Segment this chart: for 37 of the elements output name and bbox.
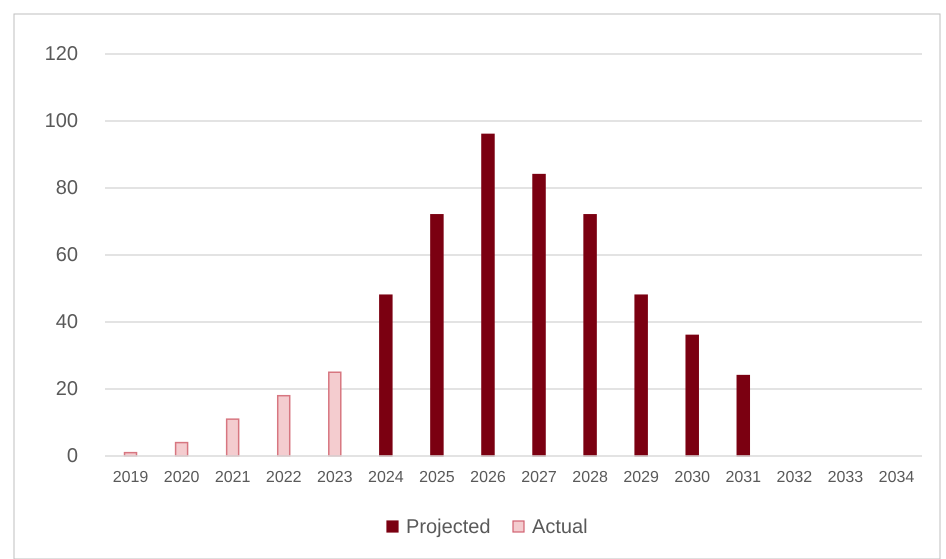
bar: [226, 418, 240, 457]
x-tick-label: 2028: [572, 469, 608, 486]
x-tick-label: 2023: [316, 469, 353, 486]
y-tick-label: 60: [56, 244, 78, 266]
y-tick-label: 120: [44, 43, 78, 65]
x-tick-label: 2026: [470, 469, 506, 486]
bar: [481, 134, 495, 457]
x-tick-label: 2024: [368, 469, 404, 486]
x-tick-label: 2034: [878, 469, 914, 486]
x-tick-label: 2022: [266, 469, 302, 486]
bar: [276, 394, 290, 457]
bar: [736, 374, 750, 457]
bar: [174, 442, 188, 457]
y-tick-label: 0: [66, 445, 78, 467]
x-tick-label: 2029: [623, 469, 660, 486]
bar: [634, 294, 648, 457]
bar: [430, 214, 444, 457]
y-tick-label: 80: [56, 177, 78, 199]
x-tick-label: 2030: [674, 469, 710, 486]
legend-label: Projected: [406, 516, 490, 538]
x-tick-label: 2025: [419, 469, 455, 486]
bar: [685, 334, 699, 457]
y-tick-label: 40: [56, 311, 78, 333]
x-tick-label: 2033: [828, 469, 864, 486]
bar: [532, 174, 546, 457]
bar: [583, 214, 597, 457]
x-tick-label: 2020: [164, 469, 200, 486]
x-tick-label: 2027: [521, 469, 557, 486]
bar: [328, 372, 342, 457]
x-tick-label: 2019: [112, 469, 148, 486]
x-tick-label: 2021: [214, 469, 251, 486]
y-tick-label: 100: [44, 110, 78, 132]
y-tick-label: 20: [56, 378, 78, 400]
legend-label: Actual: [532, 516, 588, 538]
x-tick-label: 2031: [725, 469, 762, 486]
x-tick-label: 2032: [776, 469, 812, 486]
bar: [379, 294, 393, 457]
